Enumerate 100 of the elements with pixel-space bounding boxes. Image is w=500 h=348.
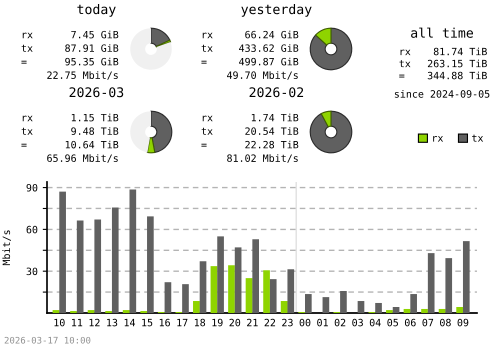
text: 49.70 Mbit/s xyxy=(227,71,298,80)
bar xyxy=(456,307,463,313)
bar xyxy=(428,253,435,313)
text: all time xyxy=(411,28,473,38)
x-tick-label: 11 xyxy=(72,318,82,326)
bar xyxy=(52,310,60,313)
x-tick-label: 07 xyxy=(422,318,434,326)
bar xyxy=(305,294,312,313)
text: = 10.64 TiB xyxy=(21,140,118,148)
x-tick-label: 01 xyxy=(317,318,328,326)
bar xyxy=(234,247,242,313)
y-tick-label: 90 xyxy=(26,184,38,192)
x-tick-label: 16 xyxy=(160,318,170,326)
text: since 2024-09-05 xyxy=(394,90,490,98)
bar xyxy=(94,219,102,313)
x-tick-label: 06 xyxy=(404,318,416,326)
bar xyxy=(200,261,206,313)
bar xyxy=(252,239,260,313)
donut-slice xyxy=(310,28,352,70)
text: = 344.88 TiB xyxy=(399,72,487,80)
x-tick-label: 10 xyxy=(54,318,65,326)
x-tick-label: 00 xyxy=(300,318,310,326)
bar xyxy=(112,208,119,313)
bar xyxy=(375,302,382,313)
x-tick-label: 19 xyxy=(212,318,223,326)
x-tick-label: 15 xyxy=(142,318,152,326)
donut-slice xyxy=(130,28,172,70)
bar xyxy=(210,266,218,313)
bar xyxy=(410,294,417,313)
x-tick-label: 17 xyxy=(177,318,188,326)
x-tick-label: 09 xyxy=(458,318,468,326)
bar xyxy=(340,290,347,313)
text: 81.02 Mbit/s xyxy=(227,154,298,163)
y-tick-label: 60 xyxy=(26,226,38,234)
text: rx 66.24 GiB xyxy=(202,30,298,38)
text: = 95.35 GiB xyxy=(21,58,118,66)
legend-label: rx xyxy=(433,136,444,142)
text: rx 7.45 GiB xyxy=(22,30,118,38)
x-tick-label: 23 xyxy=(282,318,293,326)
bar xyxy=(217,236,224,313)
bar xyxy=(147,216,154,313)
y-tick-label: 30 xyxy=(26,268,38,276)
bar xyxy=(445,258,452,313)
bar xyxy=(280,301,288,313)
x-tick-label: 04 xyxy=(370,318,381,326)
x-tick-label: 21 xyxy=(247,318,258,326)
bar xyxy=(322,297,330,313)
text: = 22.28 TiB xyxy=(201,140,298,148)
x-tick-label: 05 xyxy=(387,318,398,326)
donut-slice xyxy=(315,28,332,46)
bar xyxy=(88,310,94,313)
chart-title: today xyxy=(77,4,116,17)
chart-title: 2026-02 xyxy=(250,87,304,98)
bar xyxy=(358,301,364,313)
bar xyxy=(287,269,294,313)
donut-slice xyxy=(320,110,332,128)
bar xyxy=(404,308,410,313)
bar xyxy=(438,308,446,313)
donut-slice xyxy=(310,110,352,154)
text: rx 81.74 TiB xyxy=(400,48,487,56)
text: tx 263.15 TiB xyxy=(399,60,487,68)
text: = 499.87 GiB xyxy=(201,58,298,66)
donut-slice xyxy=(146,137,156,154)
bar xyxy=(129,190,136,313)
y-axis-title: Mbit/s xyxy=(2,230,11,266)
chart-title: 2026-03 xyxy=(70,87,124,98)
text: tx 87.91 GiB xyxy=(22,44,118,52)
bar xyxy=(246,278,252,313)
bar xyxy=(270,279,277,313)
donut-slice xyxy=(150,28,170,48)
x-tick-label: 08 xyxy=(440,318,451,326)
text: 22.75 Mbit/s xyxy=(47,71,118,80)
x-tick-label: 02 xyxy=(334,318,346,326)
bar xyxy=(421,308,428,313)
bar xyxy=(462,241,470,313)
bar xyxy=(59,192,66,313)
donut-slice xyxy=(130,111,151,152)
x-tick-label: 20 xyxy=(230,318,240,326)
bar xyxy=(76,220,84,313)
bar xyxy=(164,282,172,313)
bar xyxy=(193,301,200,313)
bar xyxy=(386,310,393,313)
bar xyxy=(122,310,130,313)
text: rx 1.74 TiB xyxy=(202,114,298,122)
chart-title: yesterday xyxy=(241,4,312,17)
x-tick-label: 03 xyxy=(352,318,363,326)
x-tick-label: 22 xyxy=(264,318,276,326)
text: 2026-03-17 10:00 xyxy=(4,336,90,344)
x-tick-label: 18 xyxy=(194,318,206,326)
bar xyxy=(182,284,189,313)
bar xyxy=(392,307,400,313)
x-tick-label: 14 xyxy=(124,318,136,326)
bar xyxy=(263,270,270,313)
donut-slice xyxy=(150,110,172,154)
text: tx 9.48 TiB xyxy=(22,127,118,135)
x-tick-label: 12 xyxy=(90,318,100,326)
text: rx 1.15 TiB xyxy=(22,114,118,122)
text: 65.96 Mbit/s xyxy=(47,154,118,163)
text: tx 20.54 TiB xyxy=(202,127,298,135)
text: tx 433.62 GiB xyxy=(202,44,298,52)
